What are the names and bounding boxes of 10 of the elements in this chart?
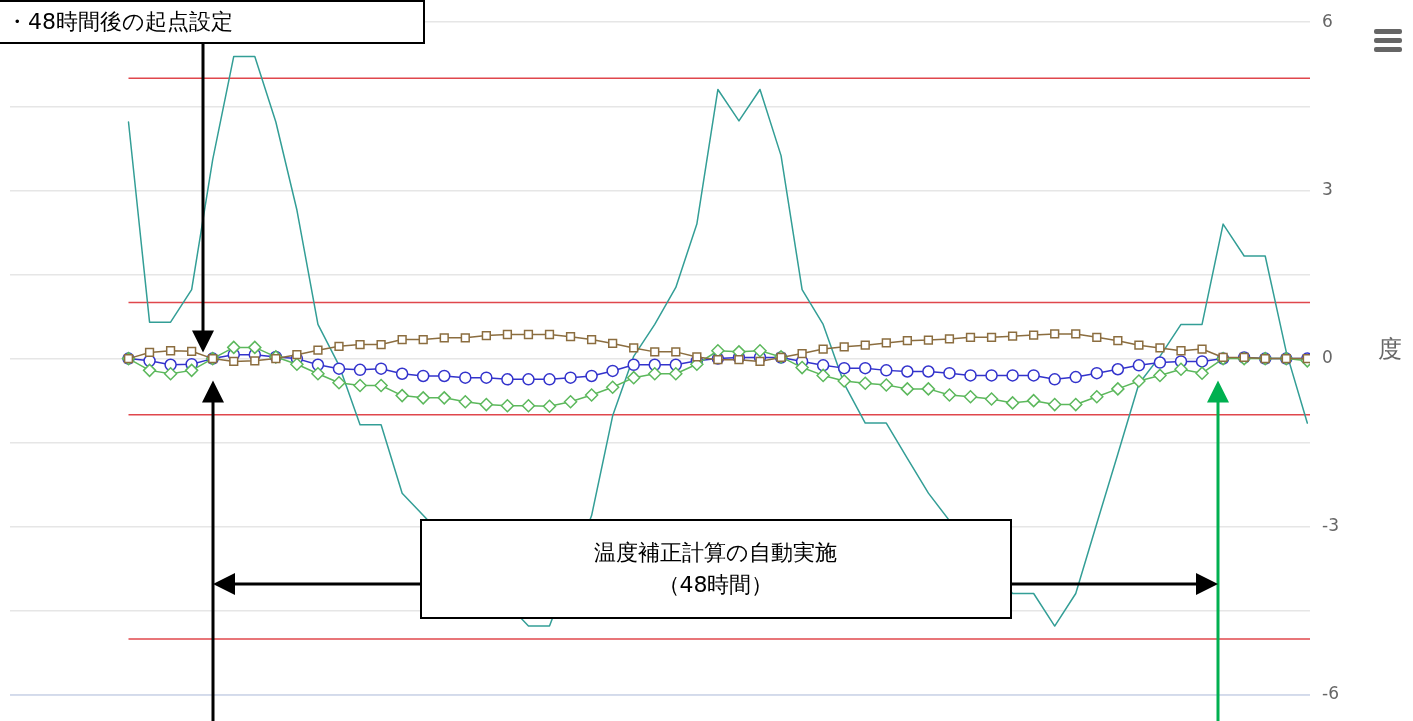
annotation: 温度補正計算の自動実施 [593, 539, 838, 567]
y-tick-label: -6 [1322, 683, 1339, 704]
y-tick-label: 6 [1322, 10, 1333, 31]
annotation: （48時間） [656, 571, 775, 599]
y-axis-title: 度 [1378, 334, 1402, 363]
y-tick-label: 3 [1322, 178, 1333, 199]
callout-box: 温度補正計算の自動実施 （48時間） [419, 519, 1012, 619]
callout-box: ・48時間後の起点設定 [0, 0, 425, 44]
y-tick-label: 0 [1322, 347, 1333, 368]
y-tick-label: -3 [1322, 515, 1339, 536]
